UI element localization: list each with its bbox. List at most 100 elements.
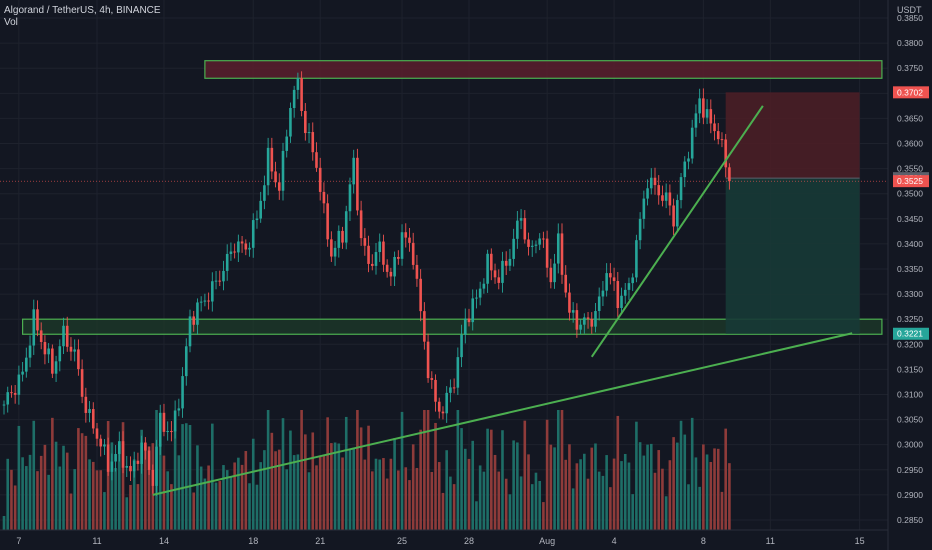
price-label: 0.3702 xyxy=(897,87,923,97)
volume-bar xyxy=(32,420,36,530)
volume-bar xyxy=(144,445,147,530)
candle-body xyxy=(255,218,259,221)
candle-body xyxy=(337,230,341,248)
candle-body xyxy=(426,341,430,379)
volume-bar xyxy=(370,471,374,530)
volume-bar xyxy=(125,497,129,530)
candle-body xyxy=(203,300,207,302)
volume-bar xyxy=(575,463,579,530)
candle-body xyxy=(556,233,560,264)
volume-bar xyxy=(657,450,661,530)
candle-body xyxy=(423,311,426,342)
candle-body xyxy=(229,251,233,254)
y-tick-label: 0.3650 xyxy=(897,113,923,123)
candle-body xyxy=(445,392,448,414)
candle-body xyxy=(441,411,445,414)
volume-bar xyxy=(638,442,642,530)
volume-bar xyxy=(54,441,58,530)
candle-body xyxy=(657,185,661,196)
y-tick-label: 0.3800 xyxy=(897,38,923,48)
volume-bar xyxy=(214,482,218,530)
volume-bar xyxy=(623,453,627,530)
candle-body xyxy=(672,205,675,227)
volume-bar xyxy=(341,457,344,530)
volume-bar xyxy=(263,450,266,530)
volume-bar xyxy=(170,484,173,530)
volume-bar xyxy=(10,469,13,530)
volume-bar xyxy=(311,432,315,530)
candle-body xyxy=(211,281,214,302)
candle-body xyxy=(516,220,519,239)
candle-body xyxy=(91,409,95,429)
volume-bar xyxy=(166,471,169,530)
x-tick-label: 4 xyxy=(612,536,617,546)
candle-body xyxy=(430,378,434,380)
volume-bar xyxy=(724,428,727,530)
candle-body xyxy=(69,346,73,352)
candle-body xyxy=(627,283,631,290)
candle-body xyxy=(289,108,292,137)
candle-body xyxy=(77,349,80,370)
candle-body xyxy=(348,184,352,212)
candle-body xyxy=(456,357,460,388)
volume-bar xyxy=(88,459,91,530)
volume-bar xyxy=(389,458,393,530)
candle-body xyxy=(545,238,549,268)
candle-body xyxy=(2,404,6,406)
price-label-box xyxy=(893,175,929,188)
volume-bar xyxy=(304,434,307,530)
volume-bar xyxy=(356,410,359,530)
volume-bar xyxy=(519,476,523,530)
volume-bar xyxy=(560,410,564,530)
candle-body xyxy=(653,177,657,186)
candle-body xyxy=(490,253,493,271)
support-zone xyxy=(22,318,883,335)
candle-body xyxy=(568,292,571,313)
volume-bar xyxy=(482,471,486,530)
volume-bar xyxy=(728,463,731,530)
volume-bar xyxy=(36,471,39,530)
volume-bar xyxy=(203,478,207,530)
candle-body xyxy=(702,98,705,118)
volume-bar xyxy=(292,455,296,530)
resistance-zone xyxy=(204,60,883,79)
candle-body xyxy=(344,211,348,243)
volume-bar xyxy=(136,484,140,530)
candle-body xyxy=(341,230,344,243)
candle-body xyxy=(668,192,672,206)
candle-body xyxy=(147,450,151,470)
y-tick-label: 0.3450 xyxy=(897,214,923,224)
candle-body xyxy=(631,277,634,284)
price-label-box xyxy=(893,327,929,340)
candle-body xyxy=(285,136,289,151)
candle-body xyxy=(25,357,28,372)
volume-bar xyxy=(463,448,467,530)
y-tick-label: 0.3350 xyxy=(897,264,923,274)
symbol-title: Algorand / TetherUS, 4h, BINANCE xyxy=(4,5,161,16)
y-tick-label: 0.3200 xyxy=(897,339,923,349)
volume-bar xyxy=(237,457,240,530)
candle-body xyxy=(460,334,463,358)
volume-bar xyxy=(80,433,84,530)
candle-body xyxy=(709,109,713,124)
volume-bar xyxy=(627,462,631,530)
candle-body xyxy=(192,316,196,325)
y-tick-label: 0.3550 xyxy=(897,164,923,174)
candle-body xyxy=(720,139,724,141)
candle-body xyxy=(118,441,121,455)
candle-body xyxy=(95,428,99,439)
candle-body xyxy=(318,167,322,192)
candle-body xyxy=(17,374,21,395)
volume-bar xyxy=(110,442,114,530)
volume-label: Vol xyxy=(4,17,18,28)
candle-body xyxy=(132,460,136,472)
candle-body xyxy=(315,152,318,168)
candle-body xyxy=(370,263,374,266)
volume-bar xyxy=(307,472,311,530)
candle-body xyxy=(51,348,54,374)
volume-bar xyxy=(47,474,50,530)
volume-bar xyxy=(408,480,411,530)
candle-body xyxy=(333,247,337,257)
volume-bar xyxy=(367,425,370,530)
